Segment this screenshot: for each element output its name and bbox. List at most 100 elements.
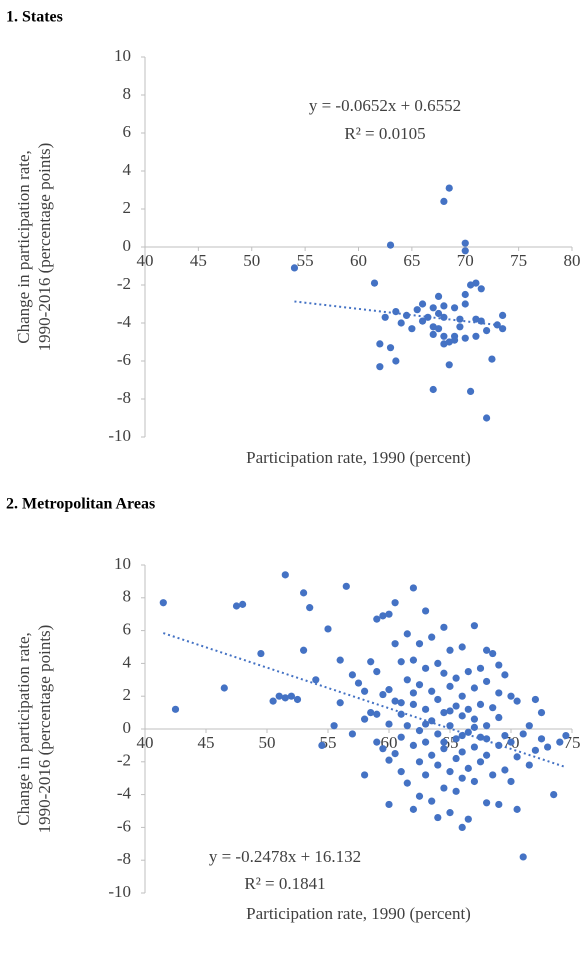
point <box>507 738 515 746</box>
y-axis-title: Change in participation rate, <box>14 632 33 826</box>
point <box>409 805 417 813</box>
point <box>507 692 515 700</box>
point <box>464 728 472 736</box>
point <box>456 315 464 323</box>
point <box>476 700 485 709</box>
point <box>493 321 501 329</box>
point <box>513 753 521 761</box>
y-tick-label: 2 <box>123 685 132 704</box>
y-tick-label: -8 <box>117 388 131 407</box>
point <box>537 735 546 743</box>
point <box>330 722 338 730</box>
point <box>386 241 395 249</box>
point <box>458 748 466 756</box>
x-tick-label: 60 <box>350 251 367 270</box>
point <box>239 600 247 608</box>
point <box>385 610 393 618</box>
annotation: R² = 0.0105 <box>344 124 425 143</box>
point <box>397 768 405 776</box>
point <box>354 679 363 687</box>
point <box>440 709 448 717</box>
point <box>422 705 430 713</box>
point <box>415 792 424 800</box>
x-tick-label: 50 <box>243 251 260 270</box>
point <box>499 311 507 319</box>
point <box>397 710 405 718</box>
point <box>501 671 509 679</box>
point <box>391 697 399 705</box>
point <box>385 800 393 809</box>
point <box>452 754 460 763</box>
point <box>220 684 228 692</box>
x-tick-label: 40 <box>137 733 154 752</box>
chart-title: 2. Metropolitan Areas <box>6 496 155 513</box>
point <box>450 304 459 312</box>
point <box>171 705 180 713</box>
y-tick-label: -2 <box>117 751 131 770</box>
point <box>348 730 356 738</box>
point <box>415 758 424 766</box>
point <box>428 751 436 759</box>
point <box>544 743 552 751</box>
trendline <box>162 632 567 769</box>
point <box>257 649 265 658</box>
point <box>525 722 533 730</box>
chart-title: 1. States <box>6 9 63 26</box>
point <box>290 264 299 272</box>
point <box>434 309 443 318</box>
point <box>507 777 515 786</box>
y-tick-label: -10 <box>108 426 131 445</box>
point <box>550 791 558 799</box>
point <box>483 646 491 654</box>
point <box>361 687 369 695</box>
x-tick-label: 45 <box>190 251 207 270</box>
point <box>461 334 469 342</box>
point <box>336 699 344 707</box>
point <box>324 625 332 633</box>
point <box>476 664 485 672</box>
point <box>379 745 387 753</box>
point <box>408 325 416 333</box>
point <box>470 777 478 786</box>
point <box>466 387 475 395</box>
point <box>385 756 393 764</box>
point <box>409 700 417 709</box>
point <box>418 300 427 308</box>
point <box>458 692 466 700</box>
y-tick-label: 8 <box>123 84 132 103</box>
point <box>470 684 478 692</box>
point <box>489 649 497 658</box>
annotation: y = -0.2478x + 16.132 <box>209 847 361 866</box>
point <box>293 695 302 704</box>
point <box>495 661 503 669</box>
point <box>392 357 400 365</box>
point <box>440 784 448 792</box>
point <box>501 766 509 774</box>
point <box>537 709 546 717</box>
point <box>306 604 314 612</box>
point <box>367 658 375 666</box>
point <box>312 676 320 684</box>
point <box>464 668 472 676</box>
point <box>397 319 405 327</box>
point <box>415 681 424 689</box>
point <box>429 385 437 394</box>
point <box>287 692 295 700</box>
point <box>483 735 491 743</box>
point <box>397 658 405 666</box>
point <box>440 623 448 631</box>
point <box>415 727 424 735</box>
point <box>300 589 308 597</box>
y-tick-label: 6 <box>123 620 132 639</box>
x-tick-label: 50 <box>259 733 276 752</box>
y-axis-title: 1990-2016 (percentage points) <box>35 143 54 352</box>
point <box>403 676 411 684</box>
y-tick-label: 2 <box>123 198 132 217</box>
point <box>397 733 405 741</box>
point <box>495 689 503 697</box>
point <box>376 363 384 371</box>
y-tick-label: 8 <box>123 587 132 606</box>
point <box>391 640 399 648</box>
point <box>483 799 491 807</box>
